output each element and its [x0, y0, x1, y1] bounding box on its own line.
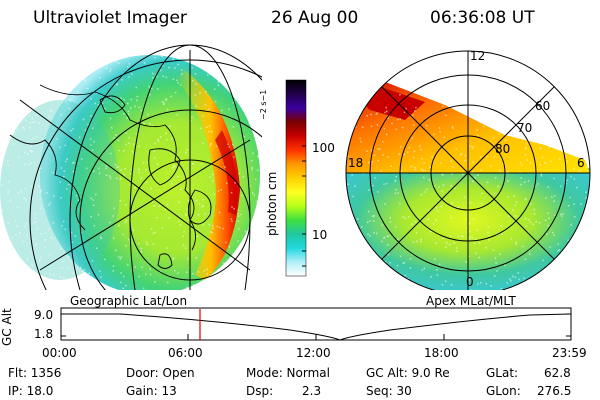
- door-status: Door: Open: [126, 366, 195, 380]
- glat-value: 62.8: [544, 366, 571, 380]
- dsp-label: Dsp:: [246, 384, 274, 398]
- glon-label: GLon:: [486, 384, 521, 398]
- color-scale-bar: photon cm: [265, 79, 307, 277]
- altitude-plot: [60, 307, 572, 341]
- time-tick-0600: 06:00: [168, 346, 203, 360]
- colorbar-tick-10: 10: [312, 228, 328, 242]
- altitude-ytick-low: 1.8: [34, 327, 54, 341]
- right-panel-caption: Apex MLat/MLT: [426, 294, 516, 308]
- flight-number: Flt: 1356: [8, 366, 62, 380]
- mlt-label-12: 12: [470, 49, 485, 63]
- time-tick-1200: 12:00: [296, 346, 331, 360]
- geographic-auroral-image: [0, 40, 262, 290]
- mlat-label-70: 70: [517, 121, 532, 135]
- time-tick-2359: 23:59: [552, 346, 587, 360]
- colorbar-unit-label: photon cm: [265, 172, 279, 236]
- altitude-curve: [61, 313, 572, 341]
- time-tick-0000: 00:00: [42, 346, 77, 360]
- mlt-label-18: 18: [348, 156, 363, 170]
- left-panel-caption: Geographic Lat/Lon: [70, 294, 188, 308]
- altitude-ylabel: GC Alt: [0, 308, 14, 346]
- altitude-ytick-high: 9.0: [34, 308, 54, 322]
- time-tick-1800: 18:00: [424, 346, 459, 360]
- image-time: 06:36:08 UT: [430, 8, 535, 28]
- mlat-label-80: 80: [495, 142, 510, 156]
- colorbar-tick-100: 100: [312, 141, 335, 155]
- image-date: 26 Aug 00: [271, 8, 359, 28]
- glon-value: 276.5: [537, 384, 572, 398]
- gain-value: Gain: 13: [126, 384, 177, 398]
- polar-auroral-image: 12 18 6 0 60 70 80: [345, 49, 591, 290]
- mlat-label-60: 60: [535, 99, 550, 113]
- instrument-title: Ultraviolet Imager: [33, 8, 187, 28]
- glat-label: GLat:: [486, 366, 519, 380]
- colorbar-exponent: −2 s−1: [259, 89, 268, 120]
- mlt-label-0: 0: [466, 275, 474, 289]
- ip-value: IP: 18.0: [8, 384, 54, 398]
- mode-status: Mode: Normal: [246, 366, 330, 380]
- mlt-label-6: 6: [577, 156, 585, 170]
- dsp-value: 2.3: [302, 384, 322, 398]
- sequence-number: Seq: 30: [366, 384, 412, 398]
- gc-altitude: GC Alt: 9.0 Re: [366, 366, 450, 380]
